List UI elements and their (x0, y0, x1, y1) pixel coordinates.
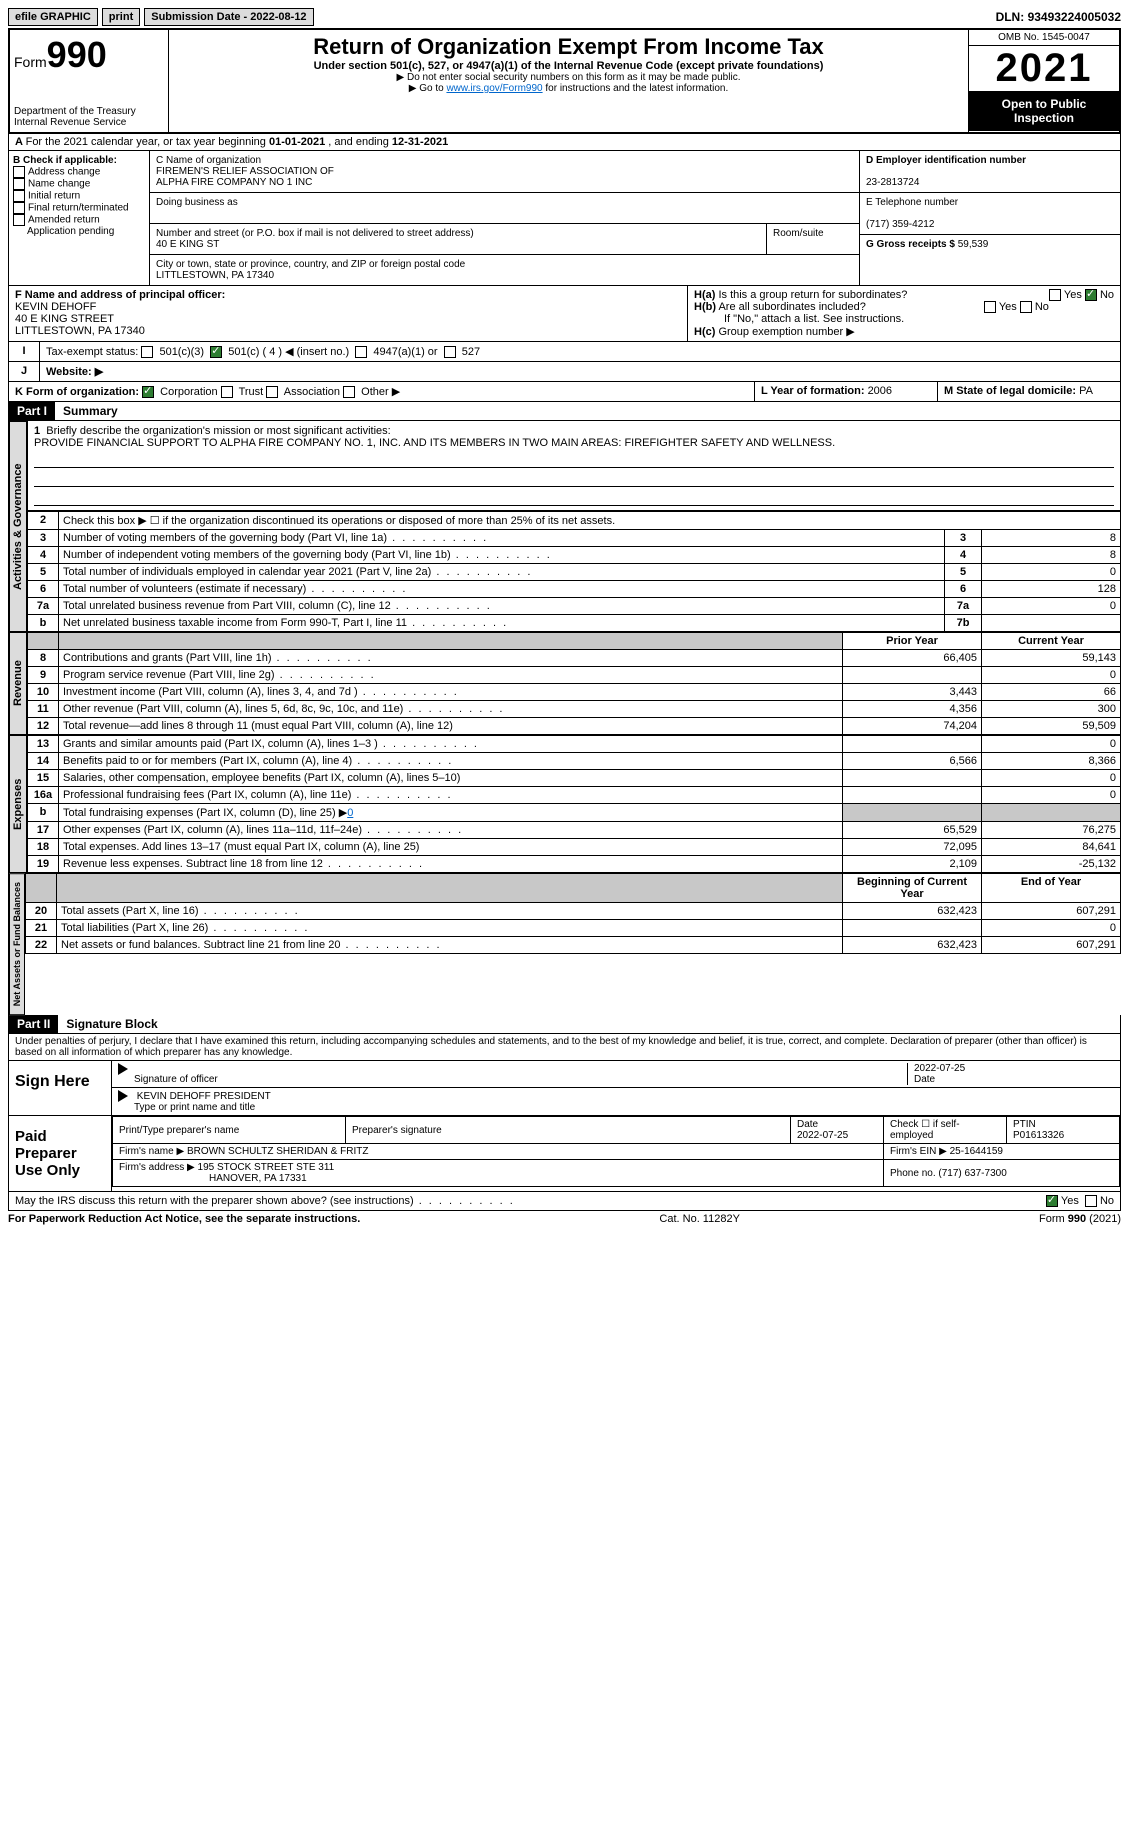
section-f-h: F Name and address of principal officer:… (8, 286, 1121, 342)
arrow-icon (118, 1063, 128, 1075)
trust-checkbox[interactable] (221, 386, 233, 398)
tab-expenses: Expenses (9, 735, 27, 873)
top-toolbar: efile GRAPHIC print Submission Date - 20… (8, 8, 1121, 26)
tax-status-row: I Tax-exempt status: 501(c)(3) 501(c) ( … (8, 342, 1121, 362)
form-header: Form990 Department of the TreasuryIntern… (8, 28, 1121, 134)
tax-year: 2021 (969, 46, 1119, 91)
submission-date-button[interactable]: Submission Date - 2022-08-12 (144, 8, 313, 26)
form-title: Return of Organization Exempt From Incom… (177, 34, 960, 60)
dept-label: Department of the TreasuryInternal Reven… (14, 106, 164, 128)
sign-here-block: Sign Here Signature of officer 2022-07-2… (8, 1061, 1121, 1116)
tab-revenue: Revenue (9, 632, 27, 735)
form-number: Form990 (14, 34, 164, 76)
ha-yes-checkbox[interactable] (1049, 289, 1061, 301)
open-public-badge: Open to Public Inspection (969, 91, 1119, 131)
instr-2: ▶ Go to www.irs.gov/Form990 for instruct… (177, 83, 960, 94)
part2-header: Part II Signature Block (8, 1015, 1121, 1034)
mission-block: 1 Briefly describe the organization's mi… (27, 421, 1121, 511)
hb-no-checkbox[interactable] (1020, 301, 1032, 313)
summary-table-top: 2Check this box ▶ ☐ if the organization … (27, 511, 1121, 632)
addr-change-checkbox[interactable] (13, 166, 25, 178)
arrow-icon (118, 1090, 128, 1102)
501c3-checkbox[interactable] (141, 346, 153, 358)
final-return-checkbox[interactable] (13, 202, 25, 214)
initial-return-checkbox[interactable] (13, 190, 25, 202)
column-d: D Employer identification number23-28137… (859, 151, 1120, 285)
name-change-checkbox[interactable] (13, 178, 25, 190)
page-footer: For Paperwork Reduction Act Notice, see … (8, 1211, 1121, 1225)
amended-checkbox[interactable] (13, 214, 25, 226)
efile-button[interactable]: efile GRAPHIC (8, 8, 98, 26)
declaration-text: Under penalties of perjury, I declare th… (8, 1034, 1121, 1061)
hb-yes-checkbox[interactable] (984, 301, 996, 313)
discuss-row: May the IRS discuss this return with the… (8, 1192, 1121, 1211)
print-button[interactable]: print (102, 8, 140, 26)
corp-checkbox[interactable] (142, 386, 154, 398)
discuss-no-checkbox[interactable] (1085, 1195, 1097, 1207)
section-a: A For the 2021 calendar year, or tax yea… (8, 134, 1121, 151)
assoc-checkbox[interactable] (266, 386, 278, 398)
irs-link[interactable]: www.irs.gov/Form990 (446, 83, 542, 94)
column-b: B Check if applicable: Address change Na… (9, 151, 150, 285)
discuss-yes-checkbox[interactable] (1046, 1195, 1058, 1207)
omb-number: OMB No. 1545-0047 (969, 30, 1119, 46)
section-klm: K Form of organization: Corporation Trus… (8, 382, 1121, 402)
form-subtitle: Under section 501(c), 527, or 4947(a)(1)… (177, 60, 960, 72)
instr-1: ▶ Do not enter social security numbers o… (177, 72, 960, 83)
website-row: J Website: ▶ (8, 362, 1121, 382)
other-checkbox[interactable] (343, 386, 355, 398)
dln-label: DLN: 93493224005032 (996, 10, 1121, 24)
expenses-table: 13Grants and similar amounts paid (Part … (27, 735, 1121, 873)
paid-preparer-block: Paid Preparer Use Only Print/Type prepar… (8, 1116, 1121, 1192)
4947-checkbox[interactable] (355, 346, 367, 358)
527-checkbox[interactable] (444, 346, 456, 358)
org-info-grid: B Check if applicable: Address change Na… (8, 151, 1121, 286)
column-c: C Name of organization FIREMEN'S RELIEF … (150, 151, 859, 285)
501c-checkbox[interactable] (210, 346, 222, 358)
tab-net-assets: Net Assets or Fund Balances (9, 873, 25, 1015)
net-assets-table: Beginning of Current YearEnd of Year 20T… (25, 873, 1121, 954)
ha-no-checkbox[interactable] (1085, 289, 1097, 301)
tab-activities: Activities & Governance (9, 421, 27, 632)
part1-body: Activities & Governance 1 Briefly descri… (8, 421, 1121, 632)
revenue-table: Prior YearCurrent Year 8Contributions an… (27, 632, 1121, 735)
part1-header: Part I Summary (8, 402, 1121, 421)
